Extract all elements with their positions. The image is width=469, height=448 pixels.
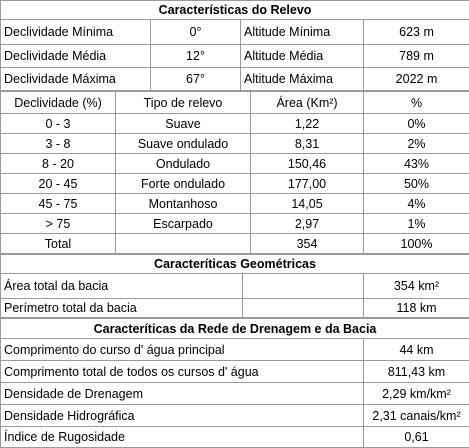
table-cell: 354 [251,234,364,254]
table-cell: 3 - 8 [1,134,116,154]
table-cell: Forte ondulado [116,174,251,194]
table-cell: Características do Relevo [1,1,469,20]
table-cell: 2022 m [364,68,469,91]
table-cell: 150,46 [251,154,364,174]
table-cell [243,299,364,318]
table-cell: Área total da bacia [1,274,243,299]
table-cell: Declividade Média [1,45,151,68]
table-cell: 0,61 [364,427,469,448]
table-cell: 20 - 45 [1,174,116,194]
table-cell: 177,00 [251,174,364,194]
table-cell: 8 - 20 [1,154,116,174]
table-cell: > 75 [1,214,116,234]
table-cell: 2% [364,134,469,154]
table-cell: 0° [151,20,241,45]
table-cell: Tipo de relevo [116,92,251,114]
table-cell: Densidade Hidrográfica [1,405,364,427]
table-cell: Declividade Máxima [1,68,151,91]
table-cell [116,234,251,254]
table-cell: Suave ondulado [116,134,251,154]
table-cell: 118 km [364,299,469,318]
table-cell: Perímetro total da bacia [1,299,243,318]
table-cell: Altitude Média [241,45,364,68]
table-cell: Índice de Rugosidade [1,427,364,448]
table-cell: 2,31 canais/km² [364,405,469,427]
table-cell: Escarpado [116,214,251,234]
table-cell: Total [1,234,116,254]
table-cell: 1% [364,214,469,234]
table-cell: 45 - 75 [1,194,116,214]
table-cell: 43% [364,154,469,174]
table-cell: 100% [364,234,469,254]
table-row: Área total da bacia 354 km² [1,274,469,299]
table-cell: 2,29 km/km² [364,383,469,405]
table-cell: 12° [151,45,241,68]
table-cell: 44 km [364,339,469,361]
table-cell: 0% [364,114,469,134]
table-cell: Declividade Mínima [1,20,151,45]
table-cell: Comprimento total de todos os cursos d' … [1,361,364,383]
table-cell: Suave [116,114,251,134]
table-cell: 50% [364,174,469,194]
table-cell: Altitude Máxima [241,68,364,91]
table-cell: 67° [151,68,241,91]
table-cell: Altitude Mínima [241,20,364,45]
table-row: Comprimento total de todos os cursos d' … [1,361,469,383]
table-cell: 354 km² [364,274,469,299]
table-cell: Área (Km²) [251,92,364,114]
table-cell: 8,31 [251,134,364,154]
table-row: Perímetro total da bacia 118 km [1,299,469,318]
table-cell: 623 m [364,20,469,45]
table-cell: 14,05 [251,194,364,214]
table-cell: Comprimento do curso d' água principal [1,339,364,361]
table-cell: 4% [364,194,469,214]
table-cell: % [364,92,469,114]
table-cell: 0 - 3 [1,114,116,134]
table-cell: 789 m [364,45,469,68]
table-cell [243,274,364,299]
table-cell: Densidade de Drenagem [1,383,364,405]
table-cell: Montanhoso [116,194,251,214]
table-row: Caracteríticas Geométricas [1,255,469,274]
table-cell: 811,43 km [364,361,469,383]
table-row: Características do Relevo [1,1,469,20]
table-cell: Caracteríticas Geométricas [1,255,469,274]
table-section: Caracteríticas da Rede de Drenagem e da … [0,318,469,448]
table-cell: 2,97 [251,214,364,234]
table-cell: Ondulado [116,154,251,174]
table-row: Caracteríticas da Rede de Drenagem e da … [1,319,469,339]
table-cell: Caracteríticas da Rede de Drenagem e da … [1,319,469,339]
table-cell: 1,22 [251,114,364,134]
table-cell: Declividade (%) [1,92,116,114]
